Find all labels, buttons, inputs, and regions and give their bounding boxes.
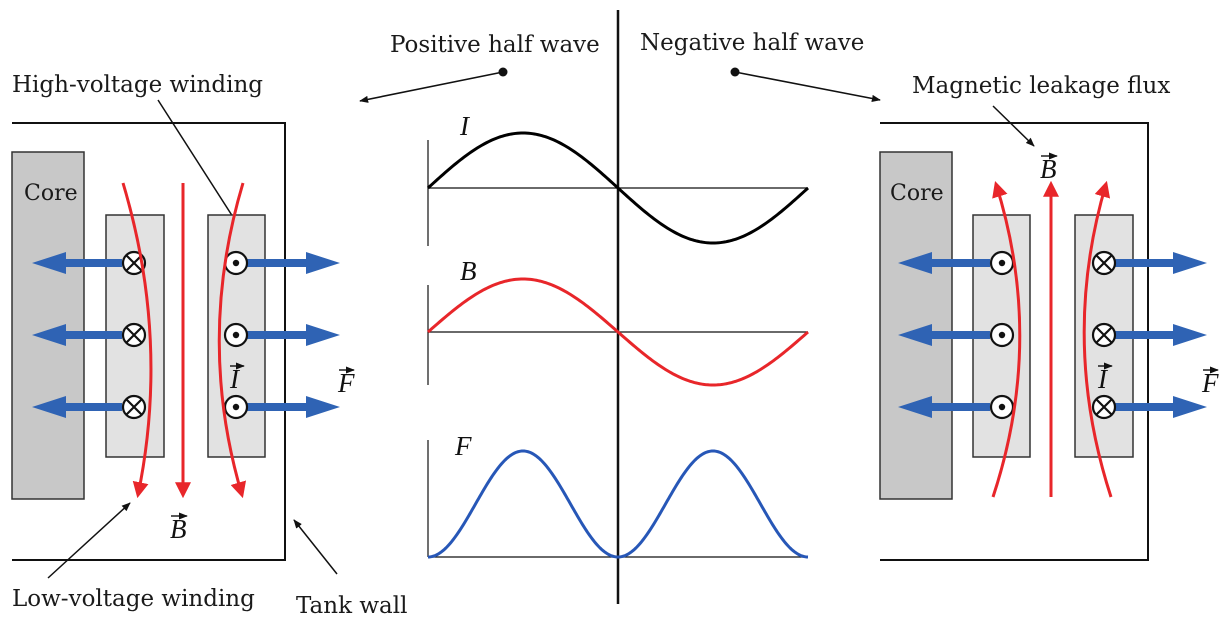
right-core-label: Core <box>890 181 944 206</box>
high-voltage-winding-label: High-voltage winding <box>12 72 263 98</box>
right-current-vector-symbol: I <box>1097 362 1113 394</box>
svg-text:I: I <box>229 364 241 394</box>
left-force-arrows <box>32 252 340 418</box>
left-flux-vector-symbol: B <box>170 512 188 544</box>
force-arrow <box>898 324 990 346</box>
tank-wall-label: Tank wall <box>296 593 407 619</box>
svg-text:B: B <box>1040 154 1057 184</box>
right-force-vector-symbol: F <box>1201 366 1219 398</box>
left-core-label: Core <box>24 181 78 206</box>
left-force-vector-symbol: F <box>337 366 355 398</box>
force-waveform-label: F <box>454 431 472 461</box>
right-transformer: Core I F B <box>879 122 1219 561</box>
low-voltage-winding-pointer <box>47 502 131 579</box>
force-arrow <box>32 396 122 418</box>
current-into-page-icon <box>121 322 147 348</box>
magnetic-leakage-flux-pointer <box>992 105 1035 147</box>
right-core <box>879 151 953 500</box>
current-waveform: I <box>426 111 810 246</box>
waveform-panel: I B F <box>426 111 810 559</box>
force-arrow <box>1112 252 1207 274</box>
right-flux-lines <box>991 180 1113 498</box>
force-arrow <box>32 324 122 346</box>
svg-text:F: F <box>337 368 355 398</box>
svg-text:B: B <box>170 514 187 544</box>
left-current-vector-symbol: I <box>229 362 245 394</box>
current-out-of-page-icon <box>989 322 1015 348</box>
left-core <box>11 151 85 500</box>
current-into-page-icon <box>1091 394 1117 420</box>
magnetic-leakage-flux-label: Magnetic leakage flux <box>912 73 1170 99</box>
force-arrow <box>898 396 990 418</box>
force-arrow <box>245 324 340 346</box>
positive-half-wave-label: Positive half wave <box>390 32 600 58</box>
current-out-of-page-icon <box>223 394 249 420</box>
force-arrow <box>1112 396 1207 418</box>
svg-text:F: F <box>1201 368 1219 398</box>
current-into-page-icon <box>1091 322 1117 348</box>
flux-waveform: B <box>427 256 809 387</box>
force-arrow <box>245 252 340 274</box>
current-out-of-page-icon <box>989 394 1015 420</box>
force-arrow <box>32 252 122 274</box>
flux-waveform-label: B <box>460 256 477 286</box>
current-out-of-page-icon <box>989 250 1015 276</box>
tank-wall-pointer <box>293 519 338 575</box>
right-flux-vector-symbol: B <box>1040 152 1058 184</box>
right-tank-wall <box>880 122 1149 561</box>
right-force-arrows <box>898 252 1207 418</box>
negative-half-wave-pointer <box>730 67 881 102</box>
force-arrow <box>898 252 990 274</box>
current-out-of-page-icon <box>223 322 249 348</box>
left-transformer: Core I F B <box>11 122 355 561</box>
positive-half-wave-pointer <box>359 67 508 103</box>
left-tank-wall <box>12 122 286 561</box>
current-out-of-page-icon <box>223 250 249 276</box>
negative-half-wave-label: Negative half wave <box>640 30 864 56</box>
current-into-page-icon <box>1091 250 1117 276</box>
force-arrow <box>1112 324 1207 346</box>
current-into-page-icon <box>121 394 147 420</box>
force-waveform: F <box>427 431 809 559</box>
current-waveform-label: I <box>459 111 471 141</box>
force-arrow <box>245 396 340 418</box>
svg-text:I: I <box>1097 364 1109 394</box>
left-flux-lines <box>121 182 247 499</box>
low-voltage-winding-label: Low-voltage winding <box>12 586 255 612</box>
